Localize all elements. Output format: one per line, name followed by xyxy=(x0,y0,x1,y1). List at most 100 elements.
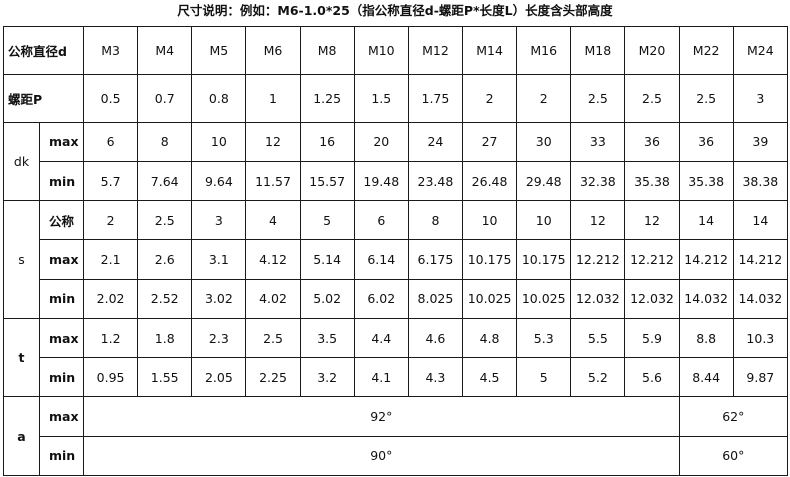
t-min-cell: 4.3 xyxy=(407,357,464,398)
s-max-cell: 6.175 xyxy=(407,239,464,280)
s-max-label-cell: max xyxy=(38,239,85,280)
t-max-cell: 4.6 xyxy=(407,317,464,359)
s-nom-cell: 6 xyxy=(353,200,409,241)
s-max-cell: 12.212 xyxy=(624,239,680,280)
s-min-cell: 2.02 xyxy=(83,278,139,319)
dk-max-cell: 16 xyxy=(299,121,355,162)
s-min-cell: 10.025 xyxy=(461,278,518,319)
s-nom-cell: 12 xyxy=(570,200,626,241)
size-cell: M5 xyxy=(191,26,247,75)
s-max-cell: 10.175 xyxy=(516,239,572,280)
size-cell: M22 xyxy=(678,26,734,75)
dk-max-cell: 10 xyxy=(191,121,247,162)
t-max-cell: 5.5 xyxy=(570,317,626,359)
s-max-cell: 2.6 xyxy=(137,239,193,280)
dk-max-label-cell: max xyxy=(38,121,85,162)
dk-max-cell: 27 xyxy=(461,121,518,162)
s-max-cell: 14.212 xyxy=(678,239,734,280)
pitch-row: 螺距P 0.5 0.7 0.8 1 1.25 1.5 1.75 2 2 2.5 2.5 2.5 3 xyxy=(2,73,789,123)
a-max-large-cell: 62° xyxy=(678,396,789,437)
size-row: 公称直径d M3 M4 M5 M6 M8 M10 M12 M14 M16 M18 M20 M22 M24 xyxy=(2,26,789,75)
dk-max-cell: 30 xyxy=(516,121,572,162)
pitch-label-cell: 螺距P xyxy=(2,73,85,123)
dk-label-cell: dk xyxy=(3,121,40,202)
pitch-cell: 1.5 xyxy=(353,73,409,123)
pitch-cell: 1 xyxy=(245,73,301,123)
dk-max-cell: 36 xyxy=(678,121,734,162)
size-cell: M12 xyxy=(407,26,464,75)
dk-min-cell: 35.38 xyxy=(678,160,734,202)
s-min-cell: 14.032 xyxy=(678,278,734,319)
pitch-cell: 3 xyxy=(732,73,789,123)
s-nom-cell: 2 xyxy=(83,200,139,241)
s-nom-cell: 3 xyxy=(191,200,247,241)
dk-min-cell: 38.38 xyxy=(732,160,789,202)
s-max-cell: 10.175 xyxy=(461,239,518,280)
t-min-cell: 5.6 xyxy=(624,357,680,398)
pitch-cell: 2.5 xyxy=(624,73,680,123)
size-cell: M4 xyxy=(137,26,193,75)
dk-min-cell: 11.57 xyxy=(245,160,301,202)
s-min-cell: 10.025 xyxy=(516,278,572,319)
size-cell: M20 xyxy=(624,26,680,75)
a-max-main-cell: 92° xyxy=(83,396,680,437)
a-min-label-cell: min xyxy=(38,435,85,477)
t-max-cell: 5.9 xyxy=(624,317,680,359)
s-nom-label-cell: 公称 xyxy=(38,200,85,241)
t-max-cell: 3.5 xyxy=(299,317,355,359)
s-nom-cell: 2.5 xyxy=(137,200,193,241)
t-min-cell: 4.5 xyxy=(461,357,518,398)
size-cell: M8 xyxy=(299,26,355,75)
s-max-cell: 6.14 xyxy=(353,239,409,280)
s-max-cell: 14.212 xyxy=(732,239,789,280)
t-max-row: t max 1.2 1.8 2.3 2.5 3.5 4.4 4.6 4.8 5.3 5.5 5.9 8.8… xyxy=(3,317,789,398)
dk-max-cell: 39 xyxy=(732,121,789,162)
dk-max-cell: 20 xyxy=(353,121,409,162)
pitch-cell: 0.8 xyxy=(191,73,247,123)
a-label-cell: a xyxy=(3,396,40,476)
s-max-row: max 2.1 2.6 3.1 4.12 5.14 6.14 6.175 10.175 10.17… xyxy=(4,239,789,280)
size-cell: M18 xyxy=(570,26,626,75)
dk-min-cell: 29.48 xyxy=(516,160,572,202)
pitch-cell: 0.5 xyxy=(83,73,139,123)
dk-max-cell: 8 xyxy=(137,121,193,162)
dk-min-row: min 5.7 7.64 9.64 11.57 15.57 19.48 23.48 26.48 2… xyxy=(4,160,789,202)
s-min-cell: 8.025 xyxy=(407,278,464,319)
dk-min-label-cell: min xyxy=(38,160,85,202)
t-min-cell: 8.44 xyxy=(678,357,734,398)
s-nom-cell: 8 xyxy=(407,200,464,241)
pitch-cell: 2 xyxy=(516,73,572,123)
s-nom-cell: 10 xyxy=(516,200,572,241)
dk-min-cell: 32.38 xyxy=(570,160,626,202)
a-max-label-cell: max xyxy=(38,396,85,437)
t-min-cell: 0.95 xyxy=(83,357,139,398)
s-nom-cell: 14 xyxy=(678,200,734,241)
t-min-label-cell: min xyxy=(38,357,85,398)
t-min-cell: 2.25 xyxy=(245,357,301,398)
dk-max-cell: 12 xyxy=(245,121,301,162)
dk-min-cell: 5.7 xyxy=(83,160,139,202)
t-min-cell: 9.87 xyxy=(732,357,789,398)
t-min-cell: 4.1 xyxy=(353,357,409,398)
dk-min-cell: 23.48 xyxy=(407,160,464,202)
t-label-cell: t xyxy=(3,317,40,398)
s-min-cell: 12.032 xyxy=(570,278,626,319)
dk-max-cell: 33 xyxy=(570,121,626,162)
size-cell: M3 xyxy=(83,26,139,75)
t-max-cell: 10.3 xyxy=(732,317,789,359)
t-max-cell: 1.2 xyxy=(83,317,139,359)
t-max-cell: 2.5 xyxy=(245,317,301,359)
s-nom-cell: 14 xyxy=(732,200,789,241)
dk-max-row: dk max 6 8 10 12 16 20 24 27 30 33 36 36 39 xyxy=(3,121,789,202)
pitch-cell: 2.5 xyxy=(570,73,626,123)
size-header-cell: 公称直径d xyxy=(2,26,85,75)
dk-max-cell: 24 xyxy=(407,121,464,162)
dk-max-cell: 6 xyxy=(83,121,139,162)
s-nom-row: s 公称 2 2.5 3 4 5 6 8 10 10 12 12 14 14 xyxy=(3,200,789,319)
t-max-cell: 1.8 xyxy=(137,317,193,359)
t-max-cell: 4.4 xyxy=(353,317,409,359)
s-min-cell: 5.02 xyxy=(299,278,355,319)
dk-min-cell: 35.38 xyxy=(624,160,680,202)
s-label-cell: s xyxy=(3,200,40,319)
s-min-cell: 14.032 xyxy=(732,278,789,319)
